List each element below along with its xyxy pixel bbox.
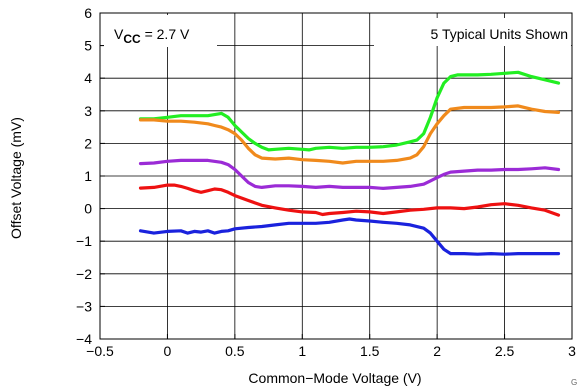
tick-marks — [99, 12, 573, 340]
x-axis-title: Common−Mode Voltage (V) — [248, 370, 421, 386]
x-tick-label: 3 — [568, 343, 576, 359]
gridlines — [100, 13, 572, 339]
series-line-4 — [138, 183, 561, 217]
units-annotation-box — [374, 18, 571, 46]
y-axis-title: Offset Voltage (mV) — [8, 117, 24, 239]
series-line-2 — [138, 104, 561, 165]
y-tick-label: −1 — [76, 233, 92, 249]
series-line-5 — [138, 217, 561, 256]
series-line-1 — [138, 70, 561, 152]
x-tick-label: 0.5 — [225, 343, 245, 359]
x-tick-label: 2.5 — [495, 343, 515, 359]
x-tick-label: 2 — [433, 343, 441, 359]
series-group — [138, 70, 561, 256]
y-tick-label: 3 — [84, 103, 92, 119]
vcc-subscript: CC — [123, 32, 141, 46]
units-annotation: 5 Typical Units Shown — [431, 26, 568, 42]
x-tick-label: 1.5 — [360, 343, 380, 359]
corner-id: G — [571, 378, 577, 387]
y-tick-label: −2 — [76, 266, 92, 282]
y-tick-label: 2 — [84, 135, 92, 151]
x-tick-label: −0.5 — [86, 343, 114, 359]
y-tick-label: 0 — [84, 201, 92, 217]
vcc-annotation: VCC = 2.7 V — [114, 26, 190, 46]
x-tick-label: 1 — [298, 343, 306, 359]
vcc-prefix: V — [114, 26, 124, 42]
x-tick-label: 0 — [164, 343, 172, 359]
y-tick-label: −3 — [76, 298, 92, 314]
y-tick-label: 5 — [84, 38, 92, 54]
y-tick-label: −4 — [76, 331, 92, 347]
y-tick-label: 6 — [84, 5, 92, 21]
y-tick-label: 4 — [84, 70, 92, 86]
series-line-3 — [138, 158, 561, 190]
x-tick-labels: −0.5 0 0.5 1 1.5 2 2.5 3 — [86, 343, 576, 359]
y-tick-labels: −4 −3 −2 −1 0 1 2 3 4 5 6 — [76, 5, 92, 347]
vcc-annotation-box — [104, 15, 217, 47]
y-tick-label: 1 — [84, 168, 92, 184]
vcc-value: = 2.7 V — [141, 26, 190, 42]
